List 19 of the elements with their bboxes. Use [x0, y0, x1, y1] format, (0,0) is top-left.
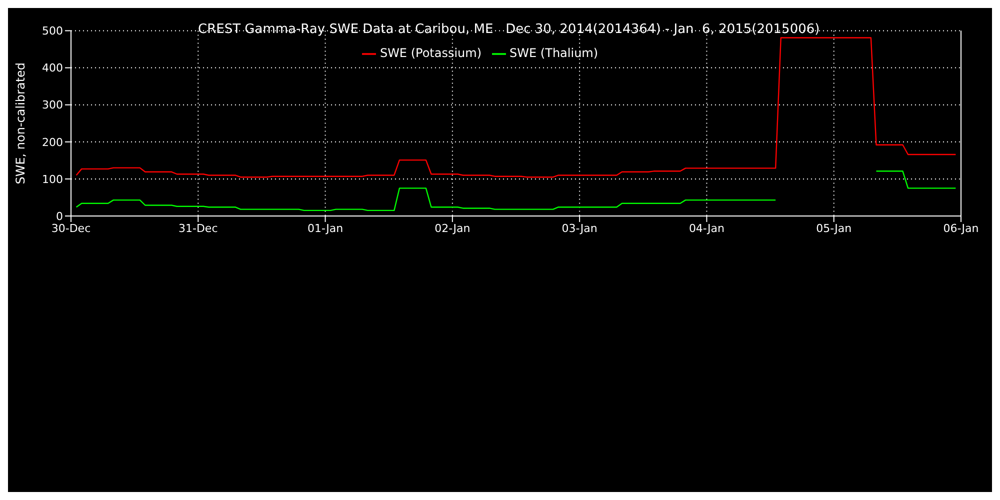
y-tick-label: 300	[42, 98, 63, 112]
y-tick-label: 500	[42, 24, 63, 38]
x-tick-label: 06-Jan	[943, 222, 979, 235]
x-tick-label: 30-Dec	[51, 222, 91, 235]
legend-label: SWE (Potassium)	[380, 46, 482, 60]
x-tick-label: 03-Jan	[562, 222, 598, 235]
y-tick-label: 100	[42, 172, 63, 186]
x-tick-label: 01-Jan	[308, 222, 344, 235]
x-tick-label: 31-Dec	[178, 222, 218, 235]
y-axis-title: SWE, non-calibrated	[13, 62, 28, 184]
y-tick-label: 400	[42, 62, 63, 75]
x-tick-label: 04-Jan	[688, 222, 725, 235]
legend-label: SWE (Thalium)	[510, 46, 598, 60]
x-tick-label: 02-Jan	[434, 222, 470, 235]
line-series	[76, 37, 956, 178]
x-tick-label: 05-Jan	[816, 222, 852, 235]
y-tick-label: 0	[56, 210, 63, 223]
y-tick-label: 200	[42, 136, 63, 149]
chart-title: CREST Gamma-Ray SWE Data at Caribou, ME Dec 30, 2014(2014364) - Jan 6, 2015(2015006)	[198, 22, 820, 37]
